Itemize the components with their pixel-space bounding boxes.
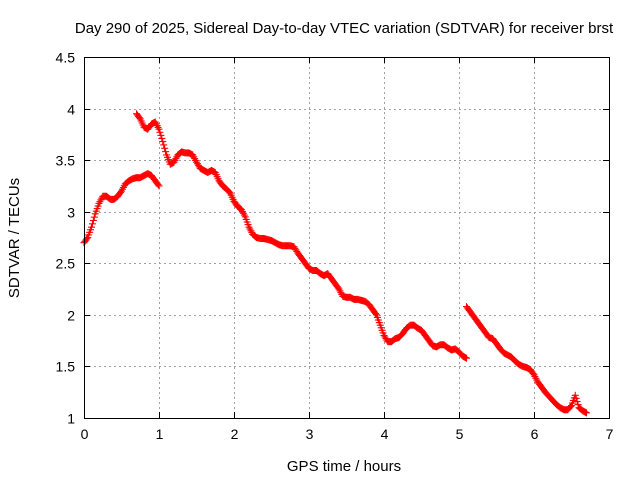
- data-point-segment-3-29-interp-3: [574, 401, 582, 409]
- x-tick-label-3: 3: [306, 426, 314, 442]
- data-point-segment-2-63-interp-3: [372, 310, 380, 318]
- data-point-segment-2-7-interp-3: [162, 148, 170, 156]
- plot-frame: [84, 57, 610, 419]
- x-tick-label-5: 5: [456, 426, 464, 442]
- data-point-segment-2-6-interp-1: [156, 128, 164, 136]
- data-point-segment-1-2-interp-1: [88, 220, 96, 228]
- chart-title: Day 290 of 2025, Sidereal Day-to-day VTE…: [75, 20, 614, 37]
- y-tick-label-2: 2: [67, 308, 75, 324]
- x-axis-ticks: 0 1 2 3 4 5 6 7: [81, 57, 614, 442]
- data-point-segment-3-29-interp-1: [572, 394, 580, 402]
- y-tick-label-4.5: 4.5: [56, 50, 76, 66]
- y-axis-label: SDTVAR / TECUs: [6, 178, 23, 298]
- x-tick-label-6: 6: [531, 426, 539, 442]
- data-point-segment-2-7-interp-2: [161, 144, 169, 152]
- x-axis-label: GPS time / hours: [287, 458, 401, 475]
- y-tick-label-1.5: 1.5: [56, 359, 76, 375]
- data-point-segment-3-27-interp-3: [567, 403, 575, 411]
- y-tick-label-1: 1: [67, 411, 75, 427]
- y-axis-ticks: 1 1.5 2 2.5 3 3.5 4 4.5: [56, 50, 609, 427]
- x-tick-label-1: 1: [156, 426, 164, 442]
- grid-lines: [84, 57, 609, 418]
- data-point-segment-2-6-interp-2: [157, 131, 165, 139]
- x-tick-label-4: 4: [381, 426, 389, 442]
- data-point-segment-2-88: [463, 354, 470, 362]
- data-point-segment-2-6-interp-3: [158, 134, 166, 142]
- x-tick-label-0: 0: [81, 426, 89, 442]
- data-points: [80, 110, 590, 417]
- data-point-segment-2-7: [159, 138, 167, 146]
- y-tick-label-3: 3: [67, 205, 75, 221]
- x-tick-label-2: 2: [231, 426, 239, 442]
- data-point-segment-3-29-interp-2: [573, 397, 581, 405]
- data-point-segment-1-19-interp-3: [154, 181, 162, 189]
- data-point-segment-1-2-interp-3: [90, 213, 98, 221]
- data-point-segment-1-20: [155, 182, 163, 190]
- data-point-segment-1-2: [88, 223, 95, 231]
- data-point-segment-1-2-interp-2: [89, 216, 97, 224]
- y-tick-label-3.5: 3.5: [56, 153, 76, 169]
- x-tick-label-7: 7: [606, 426, 614, 442]
- data-point-segment-2-7-interp-1: [160, 141, 168, 149]
- y-tick-label-2.5: 2.5: [56, 256, 76, 272]
- y-tick-label-4: 4: [67, 102, 75, 118]
- data-point-segment-2-6: [155, 125, 163, 133]
- data-point-segment-3-32: [583, 409, 590, 417]
- data-point-segment-3-29: [571, 391, 579, 399]
